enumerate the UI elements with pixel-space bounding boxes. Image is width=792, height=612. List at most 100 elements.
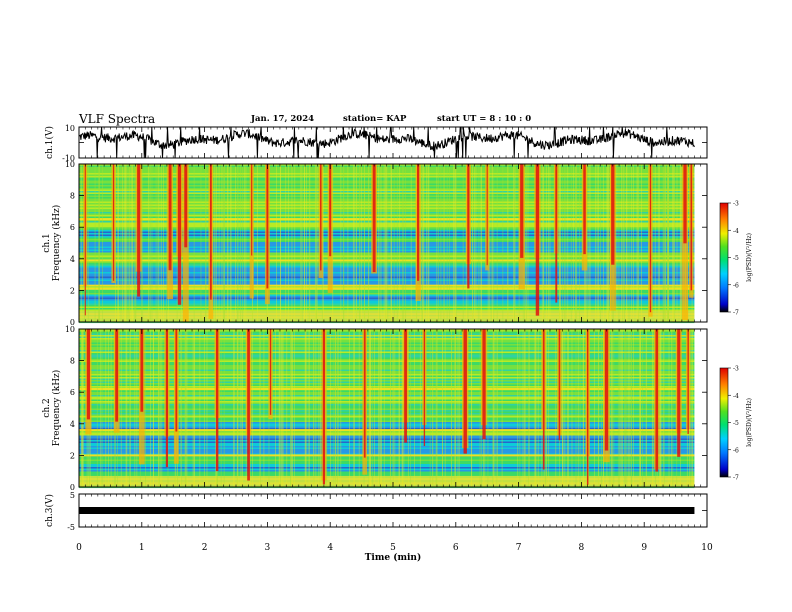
ch1-spectrogram-speckle [393,164,395,322]
ch2-spectrogram-speckle [82,329,84,487]
ch2-spectrogram-speckle [337,329,339,487]
ch1-spectrogram-speckle [565,164,567,322]
ch2-spectrogram-speckle [394,329,396,487]
ch2-spectrogram-freq-strip [79,338,695,340]
ch1-spectrogram-freq-strip [79,291,695,294]
ch2-spectrogram-speckle [368,329,370,487]
ch2-spectrogram-freq-strip [79,422,695,424]
ch2-spectrogram-speckle [242,329,243,487]
ch1-spectrogram-speckle [594,164,596,322]
ch2-spectrogram-freq-strip [79,471,695,474]
ch2-spectrogram-freq-strip [79,351,695,354]
ch2-spectrogram-freq-strip [79,357,695,360]
ch2-spectrogram-speckle [642,329,644,487]
ch1-spectrogram-speckle [423,164,425,322]
ch3-voltage-trace [79,507,695,514]
ch1-spectrogram-freq-strip [79,278,695,280]
ch1-spectrogram-speckle [94,164,96,322]
ch1-spectrogram-speckle [622,164,624,322]
ch1-spectrogram-speckle [559,164,561,322]
ch2-spectrogram-speckle [291,329,293,487]
ch2-spectrogram-low-band [79,475,695,487]
ch2-spectrogram-speckle [436,329,438,487]
ch1-spectrogram-freq-strip [79,194,695,196]
ch1-spectrogram-freq-strip [79,246,695,249]
ch2-spectrogram-speckle [134,329,136,487]
ch1-spectrogram-speckle [637,164,639,322]
ch1-spectrogram-freq-strip [79,189,695,192]
ch2-spectrogram-speckle [564,329,566,487]
ch1-spectrogram-speckle [368,164,369,322]
ch2-spectrogram-speckle [646,329,647,487]
ch2-spectrogram-speckle [621,329,623,487]
ch2-spectrogram-speckle [660,329,661,487]
ch1-spectrogram-speckle [607,164,609,322]
ch2-spectrogram-speckle [568,329,569,487]
ch2-spectrogram-spike [86,329,90,420]
ch2-spectrogram-speckle [305,329,307,487]
ch1-spectrogram-freq-strip [79,279,695,282]
ch2-spectrogram-speckle [101,329,103,487]
ch2-spectrogram-speckle [471,329,473,487]
ch1-spectrogram-speckle [151,164,153,322]
ch2-spectrogram-speckle [333,329,335,487]
station-label: station= KAP [343,114,407,124]
ch1-spectrogram-speckle [616,164,618,322]
ch1-spectrogram-speckle [384,164,386,322]
ch2-spectrogram-speckle [239,329,241,487]
x-tick-label: 9 [641,543,647,553]
ch2-spectrogram-speckle [492,329,494,487]
ch2-spectrogram-speckle [120,329,122,487]
ch1-spectrogram-freq-strip [79,212,695,214]
ch1-spectrogram-speckle [676,164,678,322]
ch2-spectrogram-speckle [545,329,547,487]
ch1-spectrogram-freq-strip [79,251,695,253]
ch1-spectrogram-freq-strip [79,167,695,169]
ch2-spectrogram-freq-strip [79,372,695,375]
ch1-spectrogram-freq-strip [79,249,695,252]
ch1-spectrogram-speckle [446,164,448,322]
ch2-spectrogram-speckle [326,329,328,487]
ch2-spectrogram-speckle [110,329,112,487]
ch1-spectrogram-speckle [663,164,665,322]
ch1-spectrogram-speckle [496,164,498,322]
ch1-spectrogram-freq-strip [79,254,695,256]
ch2-spectrogram-freq-strip [79,470,695,472]
ch1-spectrogram-speckle [665,164,666,322]
ch1-spectrogram-speckle [472,164,473,322]
ch1-spectrogram-freq-strip [79,269,695,271]
ch1-voltage-trace [79,126,695,159]
ch2-spectrogram-speckle [280,329,281,487]
ch1-spectrogram-freq-strip [79,234,695,237]
ch1-spectrogram-speckle [681,164,683,322]
ch2-spectrogram-speckle [370,329,372,487]
ch1-spectrogram-speckle [124,164,125,322]
ch2-spectrogram-speckle [290,329,292,487]
ch1-colorbar-tick-label: -5 [733,255,739,262]
ch2-spectrogram-speckle [126,329,128,487]
ch2-spectrogram-speckle [335,329,336,487]
ch1-spectrogram-speckle [480,164,482,322]
ch2-spectrogram-freq-strip [79,444,695,447]
ch1-spectrogram-freq-strip [79,188,695,190]
ch1-spectrogram-freq-strip [79,215,695,217]
ch1-spectrogram-speckle [125,164,127,322]
ch1-spectrogram-speckle [157,164,159,322]
y-tick-label: 2 [70,286,75,295]
ch2-spectrogram-speckle [534,329,536,487]
ch1-spectrogram-speckle [214,164,216,322]
ch2-spectrogram-speckle [611,329,612,487]
ch1-spectrogram-speckle [667,164,669,322]
ch2-spectrogram-speckle [668,329,670,487]
ch2-spectrogram-speckle [611,329,613,487]
ch2-spectrogram-freq-strip [79,437,695,439]
ch1-spectrogram-speckle [559,164,561,322]
ch1-spectrogram-speckle [294,164,296,322]
ch2-spectrogram-panel: 0 2 4 6 8 10 ch.2 Frequency (kHz) [42,325,708,492]
ch2-spectrogram-spike [363,329,366,458]
ch2-spectrogram-speckle [184,329,186,487]
ch2-spectrogram-freq-strip [79,419,695,421]
ch1-spectrogram-speckle [221,164,223,322]
ch1-spectrogram-speckle [155,164,157,322]
ch1-spectrogram-speckle [158,164,160,322]
